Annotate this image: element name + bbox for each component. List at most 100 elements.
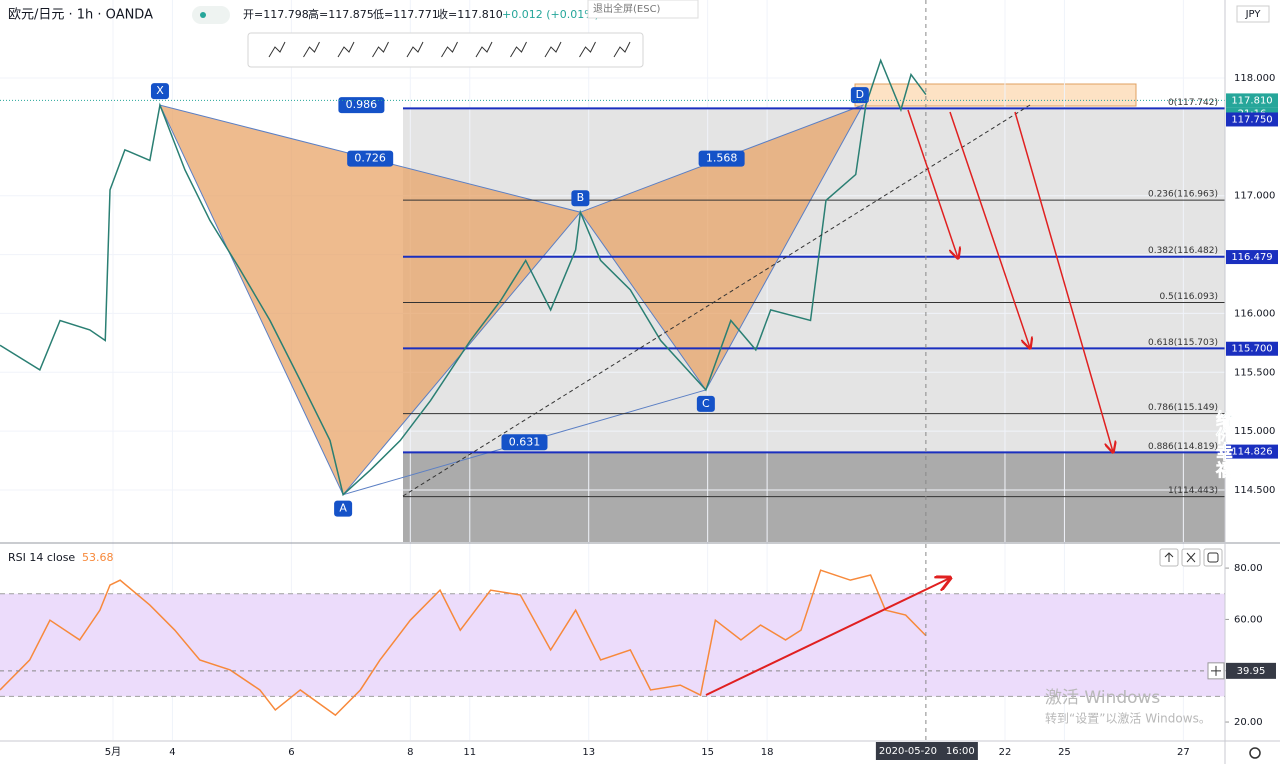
fib-label: 0.382(116.482) <box>1148 246 1218 256</box>
ratio-label: 0.726 <box>354 152 386 165</box>
icon <box>1207 552 1219 563</box>
currency-box[interactable] <box>1236 5 1270 23</box>
ratio-badge <box>501 434 548 451</box>
rsi-last-value: 53.68 <box>82 551 114 564</box>
x-tick-label: 13 <box>582 747 595 758</box>
toolbar-icon <box>475 41 493 58</box>
y-tick-label: 114.500 <box>1234 485 1275 496</box>
toolbar-icon <box>303 41 320 58</box>
x-tick-label: 4 <box>169 747 175 758</box>
currency: JPY <box>1245 9 1262 20</box>
change: +0.012 (+0.01%) <box>502 8 599 21</box>
fib-label: 1(114.443) <box>1168 486 1218 496</box>
pattern-point-badge <box>571 190 590 207</box>
watermark-subtitle: 转到“设置”以激活 Windows。 <box>1045 711 1211 726</box>
pattern-point-badge <box>850 87 869 104</box>
price-badge-label: 117.810 <box>1231 95 1272 106</box>
y-tick-label: 115.500 <box>1234 367 1275 378</box>
fib-label: 0(117.742) <box>1168 98 1218 108</box>
status-pill[interactable] <box>192 6 230 24</box>
price-badge <box>1226 444 1278 459</box>
side-text: 给你幸福 <box>1212 409 1234 479</box>
toolbar-button[interactable] <box>332 37 360 63</box>
price-badge-label: 114.826 <box>1231 447 1272 458</box>
ratio-badge <box>338 97 385 114</box>
pattern-point-badge <box>150 83 169 100</box>
ohlc-high: 高=117.875 <box>308 7 374 21</box>
exit-fullscreen[interactable] <box>587 0 699 19</box>
add-icon <box>1211 665 1221 676</box>
x-tick-label: 11 <box>463 747 476 758</box>
arrow <box>705 578 950 696</box>
icon <box>1164 552 1174 562</box>
ohlc-open: 开=117.798 <box>243 8 309 21</box>
toolbar-button[interactable] <box>401 37 429 63</box>
x-tick-label: 8 <box>407 747 413 758</box>
price-badge <box>1226 93 1278 108</box>
x-tick-label: 18 <box>761 747 774 758</box>
pattern-point-label: B <box>577 191 585 204</box>
toolbar-buttons <box>263 37 636 63</box>
pattern-point-badge <box>696 395 715 412</box>
maximize-button[interactable] <box>1203 548 1223 567</box>
y-tick-label: 116.000 <box>1234 308 1275 319</box>
x-tick-label: 15 <box>701 747 714 758</box>
toolbar-button[interactable] <box>470 37 498 63</box>
y-tick-label: 115.000 <box>1234 426 1275 437</box>
toolbar-icon <box>613 41 631 58</box>
target-box <box>854 83 1137 107</box>
ratio-label: 0.986 <box>346 98 378 111</box>
icon <box>1186 552 1196 563</box>
toolbar-button[interactable] <box>297 37 326 63</box>
x-tick-label: 6 <box>288 747 294 758</box>
toolbar-icon <box>406 41 424 58</box>
crosshair-value: 39.95 <box>1237 666 1266 677</box>
price-badge-label: 117.750 <box>1231 114 1272 125</box>
settings-button[interactable] <box>1249 747 1261 759</box>
pattern-point-badge <box>334 500 353 517</box>
rsi-band <box>0 593 1225 697</box>
fib-label: 0.236(116.963) <box>1148 190 1218 200</box>
toolbar-icon <box>544 41 562 58</box>
x-tick-label: 5月 <box>105 746 121 758</box>
crosshair-value-badge <box>1226 662 1276 679</box>
pattern-point-label: D <box>856 88 864 101</box>
crosshair-date-badge <box>875 742 978 760</box>
x-tick-label: 22 <box>999 747 1012 758</box>
toolbar-button[interactable] <box>539 37 567 63</box>
pattern-point-label: A <box>339 502 347 515</box>
rsi-title: RSI 14 close <box>8 551 75 564</box>
y-tick-label: 117.000 <box>1234 191 1275 202</box>
arrow <box>1014 111 1113 452</box>
ratio-label: 1.568 <box>706 152 738 165</box>
toolbar-button[interactable] <box>504 37 533 63</box>
ratio-badge <box>347 150 394 167</box>
x-tick-label: 25 <box>1058 747 1071 758</box>
annotations <box>402 104 1113 696</box>
toolbar-icon <box>579 41 596 58</box>
toolbar-button[interactable] <box>263 37 291 63</box>
x-tick-label: 27 <box>1177 747 1190 758</box>
toolbar-button[interactable] <box>608 37 636 63</box>
crosshair-date: 2020-05-20 <box>879 746 937 757</box>
price-line <box>0 58 927 497</box>
arrow <box>949 111 1030 348</box>
price-badge <box>1226 112 1278 127</box>
price-line <box>0 569 927 717</box>
fib-label: 0.5(116.093) <box>1159 292 1218 302</box>
ratio-label: 0.631 <box>509 435 541 448</box>
toolbar-icon <box>337 41 355 58</box>
toolbar-button[interactable] <box>366 37 395 63</box>
watermark-title: 激活 Windows <box>1045 688 1160 708</box>
toolbar-button[interactable] <box>435 37 464 63</box>
toolbar-button[interactable] <box>573 37 602 63</box>
pattern-point-label: C <box>702 397 710 410</box>
symbol: 欧元/日元 · 1h · OANDA <box>8 8 153 23</box>
y-tick-label: 20.00 <box>1234 717 1263 728</box>
arrow <box>907 109 958 258</box>
y-tick-label: 118.000 <box>1234 73 1275 84</box>
fib-label: 0.618(115.703) <box>1148 338 1218 348</box>
toolbar-icon <box>372 41 389 58</box>
exit-fullscreen-label: 退出全屏(ESC) <box>593 2 661 15</box>
